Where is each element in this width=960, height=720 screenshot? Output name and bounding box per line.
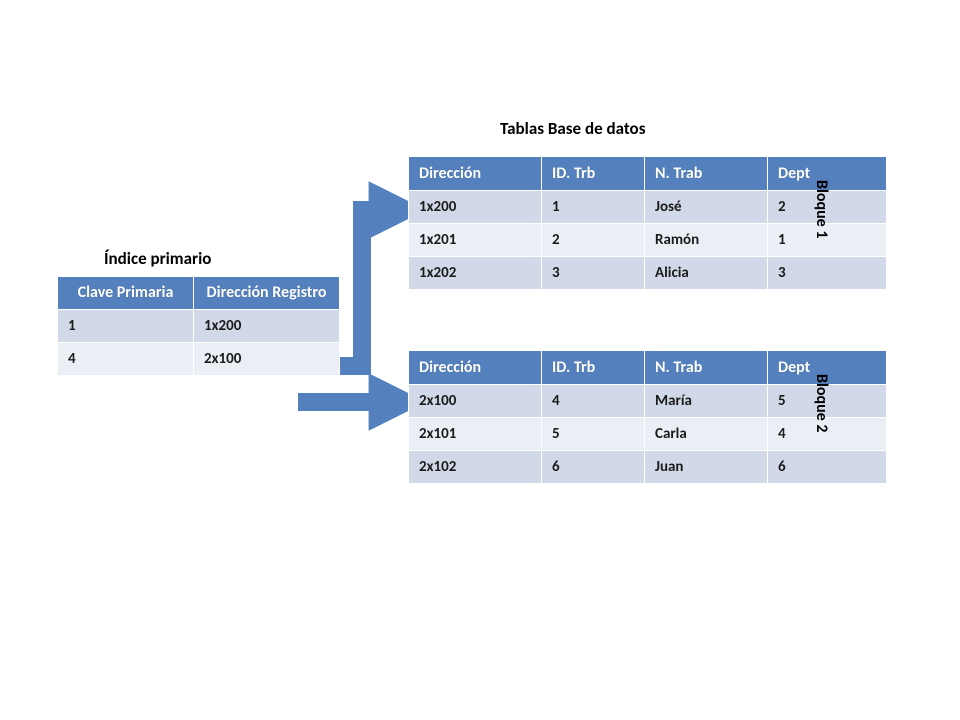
cell: 1x200 [194,310,340,343]
cell: 6 [768,451,887,484]
col-idtrb: ID. Trb [542,157,645,191]
cell: 4 [58,343,194,376]
table-row: 2x102 6 Juan 6 [409,451,887,484]
col-ntrab: N. Trab [645,351,768,385]
cell: 4 [542,385,645,418]
cell: 2x100 [194,343,340,376]
block2-label: Bloque 2 [812,374,831,432]
cell: 1 [58,310,194,343]
cell: Ramón [645,224,768,257]
col-direccion: Dirección [409,351,542,385]
cell: 1x202 [409,257,542,290]
cell: 6 [542,451,645,484]
index-col-clave: Clave Primaria [58,277,194,310]
cell: 3 [542,257,645,290]
cell: María [645,385,768,418]
cell: 3 [768,257,887,290]
cell: Carla [645,418,768,451]
diagram-stage: Índice primario Tablas Base de datos Cla… [0,0,960,720]
cell: Alicia [645,257,768,290]
cell: 2x101 [409,418,542,451]
table-row: 1 1x200 [58,310,340,343]
col-idtrb: ID. Trb [542,351,645,385]
cell: 1 [542,191,645,224]
index-title: Índice primario [104,248,211,269]
table-row: 4 2x100 [58,343,340,376]
cell: 1x201 [409,224,542,257]
cell: José [645,191,768,224]
cell: 2x102 [409,451,542,484]
cell: 2 [542,224,645,257]
cell: 2x100 [409,385,542,418]
index-col-direccion: Dirección Registro [194,277,340,310]
blocks-title: Tablas Base de datos [500,118,645,139]
cell: Juan [645,451,768,484]
block1-label: Bloque 1 [812,180,831,238]
col-direccion: Dirección [409,157,542,191]
table-row: 1x202 3 Alicia 3 [409,257,887,290]
index-table: Clave Primaria Dirección Registro 1 1x20… [57,276,340,376]
cell: 5 [542,418,645,451]
col-ntrab: N. Trab [645,157,768,191]
cell: 1x200 [409,191,542,224]
